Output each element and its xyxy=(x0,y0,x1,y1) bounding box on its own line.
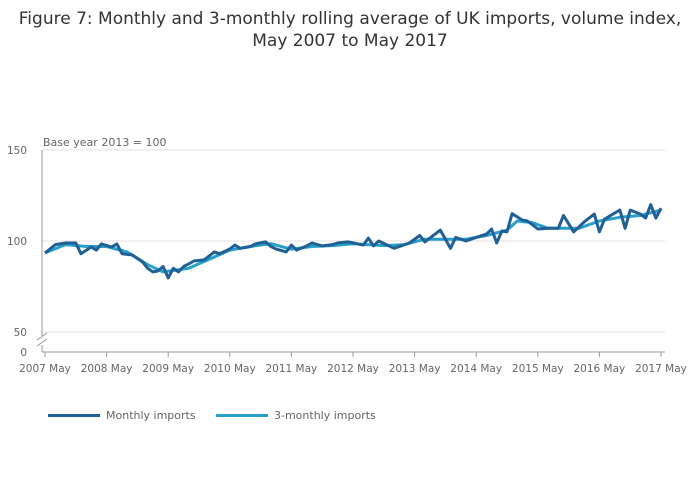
x-tick-label: 2015 May xyxy=(512,363,564,375)
chart-title: Figure 7: Monthly and 3-monthly rolling … xyxy=(18,9,682,51)
axis-break xyxy=(36,338,48,347)
legend-item-3-monthly: 3-monthly imports xyxy=(216,409,376,422)
y-tick-label: 0 xyxy=(20,347,27,359)
x-tick-label: 2013 May xyxy=(389,363,441,375)
x-tick-label: 2017 May xyxy=(635,363,687,375)
x-tick-label: 2011 May xyxy=(266,363,318,375)
x-tick-label: 2008 May xyxy=(81,363,133,375)
y-tick-label: 150 xyxy=(7,145,27,157)
x-tick-label: 2012 May xyxy=(327,363,379,375)
legend-swatch xyxy=(216,414,268,417)
legend-label: 3-monthly imports xyxy=(274,409,376,422)
legend-item-monthly: Monthly imports xyxy=(48,409,196,422)
y-tick-label: 50 xyxy=(14,327,27,339)
base-year-note: Base year 2013 = 100 xyxy=(43,136,167,149)
x-tick-label: 2014 May xyxy=(450,363,502,375)
axis-break xyxy=(36,332,48,341)
legend-swatch xyxy=(48,414,100,417)
series-line-monthly-imports xyxy=(44,203,663,280)
legend-label: Monthly imports xyxy=(106,409,196,422)
y-tick-label: 100 xyxy=(7,236,27,248)
x-tick-label: 2016 May xyxy=(574,363,626,375)
x-tick-label: 2010 May xyxy=(204,363,256,375)
series-line-3-monthly-imports xyxy=(44,208,662,274)
x-tick-label: 2009 May xyxy=(142,363,194,375)
x-tick-label: 2007 May xyxy=(19,363,71,375)
